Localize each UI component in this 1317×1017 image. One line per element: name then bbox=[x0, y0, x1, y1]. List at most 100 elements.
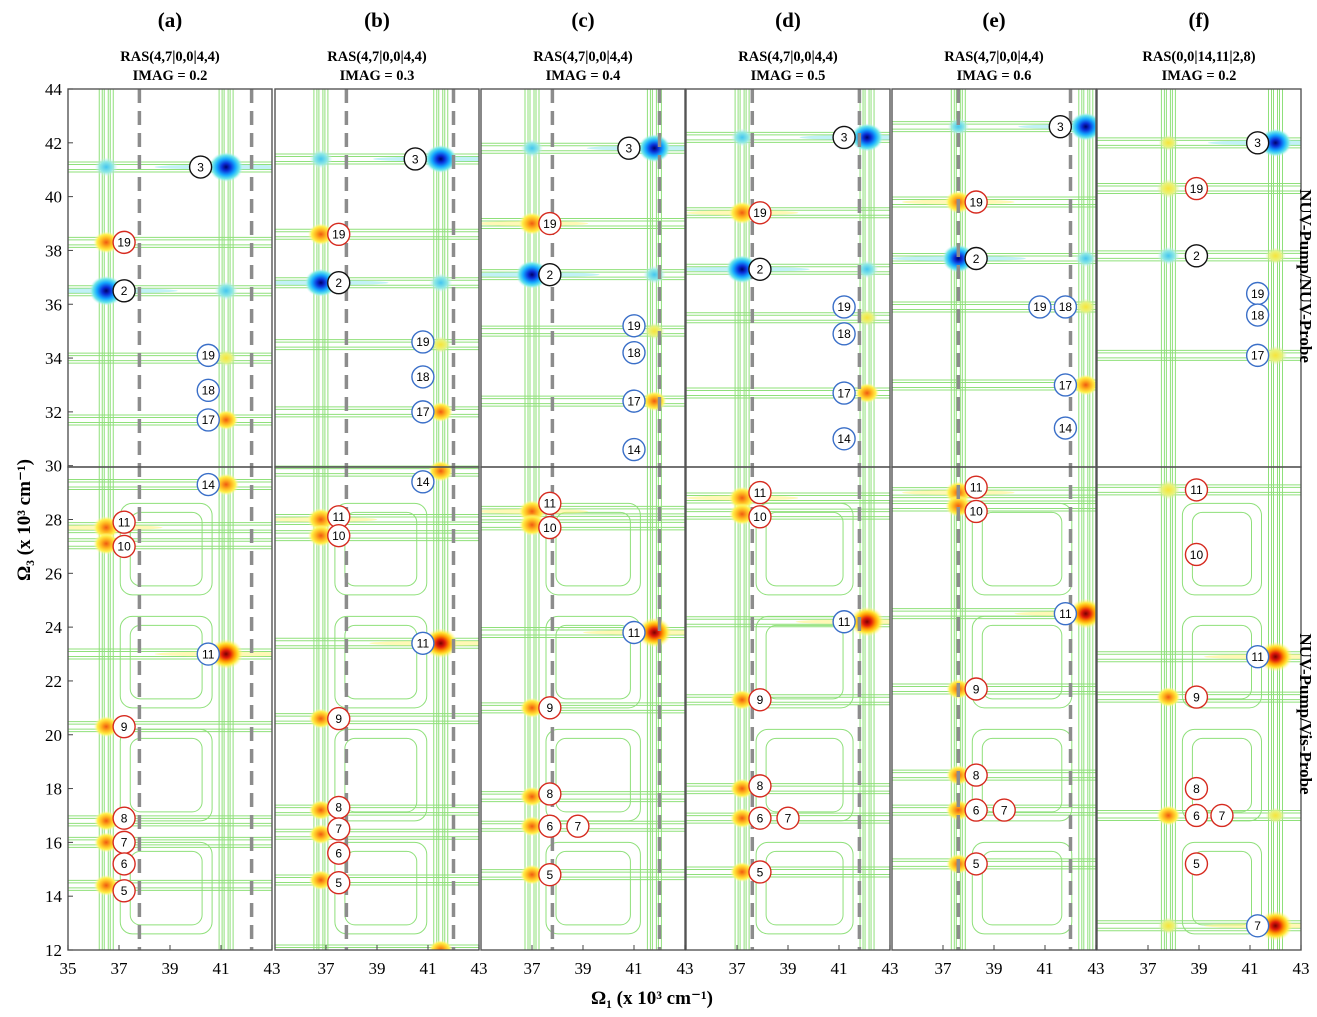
x-axis-title: Ω₁ (x 10³ cm⁻¹) bbox=[591, 988, 713, 1009]
state-marker: 18 bbox=[197, 379, 219, 401]
state-marker-label: 8 bbox=[547, 787, 554, 801]
state-marker: 2 bbox=[113, 280, 135, 302]
state-marker-label: 2 bbox=[973, 252, 980, 266]
panel-letter: (d) bbox=[775, 8, 801, 32]
panel-imag: IMAG = 0.2 bbox=[133, 68, 208, 84]
state-marker-label: 11 bbox=[1059, 607, 1072, 621]
negative-peak bbox=[209, 152, 243, 182]
state-marker: 19 bbox=[1247, 282, 1269, 304]
state-marker-label: 11 bbox=[202, 647, 215, 661]
state-marker-label: 9 bbox=[1193, 690, 1200, 704]
state-marker-label: 10 bbox=[969, 505, 983, 519]
state-marker: 2 bbox=[749, 258, 771, 280]
state-marker-label: 10 bbox=[543, 521, 557, 535]
state-marker-label: 17 bbox=[1059, 378, 1073, 392]
state-marker-label: 5 bbox=[1193, 857, 1200, 871]
state-marker-label: 19 bbox=[753, 206, 767, 220]
state-marker-label: 7 bbox=[335, 822, 342, 836]
panel-method: RAS(4,7|0,0|4,4) bbox=[533, 49, 633, 65]
state-marker-label: 11 bbox=[544, 497, 557, 511]
spectrum-panel: 32191918171411101198765 bbox=[35, 89, 298, 950]
panel-method: RAS(4,7|0,0|4,4) bbox=[944, 49, 1044, 65]
panel-grid: 3219191817141110119876532191918171411101… bbox=[35, 89, 1317, 960]
panel-imag: IMAG = 0.3 bbox=[340, 68, 415, 84]
state-marker-label: 6 bbox=[335, 846, 342, 860]
state-marker-label: 19 bbox=[332, 228, 346, 242]
row-label-bottom: NUV-Pump/Vis-Probe bbox=[1296, 633, 1315, 795]
state-marker: 11 bbox=[749, 482, 771, 504]
state-marker-label: 7 bbox=[121, 836, 128, 850]
state-marker: 14 bbox=[1054, 417, 1076, 439]
x-tick-label: 41 bbox=[1037, 959, 1054, 978]
x-tick-label: 37 bbox=[524, 959, 542, 978]
y-tick-label: 44 bbox=[45, 80, 63, 99]
state-marker-label: 19 bbox=[837, 300, 851, 314]
state-marker: 11 bbox=[965, 476, 987, 498]
state-marker-label: 9 bbox=[973, 682, 980, 696]
state-marker-label: 11 bbox=[838, 615, 851, 629]
panel-imag: IMAG = 0.5 bbox=[751, 68, 826, 84]
panel-letter: (c) bbox=[571, 8, 594, 32]
panel-letter: (a) bbox=[158, 8, 183, 32]
x-tick-label: 41 bbox=[213, 959, 230, 978]
x-tick-label: 35 bbox=[60, 959, 77, 978]
x-tick-label: 43 bbox=[471, 959, 488, 978]
state-marker: 17 bbox=[833, 382, 855, 404]
negative-peak bbox=[309, 149, 332, 168]
state-marker-label: 19 bbox=[202, 349, 216, 363]
state-marker: 11 bbox=[113, 511, 135, 533]
state-marker-label: 3 bbox=[1254, 136, 1261, 150]
state-marker: 17 bbox=[1054, 374, 1076, 396]
y-tick-label: 12 bbox=[45, 941, 62, 960]
state-marker: 3 bbox=[1247, 132, 1269, 154]
state-marker: 5 bbox=[965, 853, 987, 875]
state-marker: 7 bbox=[113, 831, 135, 853]
state-marker-label: 11 bbox=[970, 481, 983, 495]
state-marker: 7 bbox=[993, 799, 1015, 821]
panel-method: RAS(0,0|14,11|2,8) bbox=[1142, 49, 1255, 65]
state-marker-label: 5 bbox=[121, 884, 128, 898]
x-tick-label: 43 bbox=[677, 959, 694, 978]
state-marker: 3 bbox=[1049, 116, 1071, 138]
state-marker-label: 19 bbox=[1190, 182, 1204, 196]
positive-peak bbox=[644, 323, 665, 340]
x-tick-label: 43 bbox=[882, 959, 899, 978]
state-marker-label: 2 bbox=[121, 284, 128, 298]
spectrum-panel: 3192191817111011986 757 bbox=[1097, 89, 1317, 950]
state-marker: 19 bbox=[412, 331, 434, 353]
state-marker-label: 11 bbox=[118, 515, 131, 529]
negative-peak bbox=[731, 128, 753, 146]
y-tick-label: 24 bbox=[45, 618, 63, 637]
state-marker-label: 18 bbox=[416, 370, 430, 384]
x-tick-label: 39 bbox=[986, 959, 1003, 978]
x-tick-label: 37 bbox=[729, 959, 747, 978]
state-marker: 5 bbox=[328, 872, 350, 894]
state-marker: 3 bbox=[618, 137, 640, 159]
state-marker-label: 10 bbox=[1190, 548, 1204, 562]
state-marker-label: 7 bbox=[785, 811, 792, 825]
state-marker-label: 5 bbox=[757, 865, 764, 879]
state-marker-label: 19 bbox=[416, 335, 430, 349]
state-marker: 6 bbox=[749, 807, 771, 829]
state-marker-label: 11 bbox=[1251, 650, 1264, 664]
state-marker-label: 17 bbox=[627, 394, 641, 408]
state-marker-label: 9 bbox=[547, 701, 554, 715]
x-tick-label: 43 bbox=[1088, 959, 1105, 978]
x-tick-label: 43 bbox=[264, 959, 281, 978]
row-label-top: NUV-Pump/NUV-Probe bbox=[1296, 189, 1315, 363]
state-marker: 8 bbox=[1185, 778, 1207, 800]
negative-peak bbox=[521, 139, 543, 157]
state-marker: 7 bbox=[777, 807, 799, 829]
state-marker: 11 bbox=[1247, 646, 1269, 668]
state-marker: 6 bbox=[113, 853, 135, 875]
y-tick-label: 26 bbox=[45, 564, 62, 583]
y-axis-title: Ω₃ (x 10³ cm⁻¹) bbox=[14, 459, 35, 581]
state-marker: 9 bbox=[1185, 686, 1207, 708]
state-marker: 11 bbox=[197, 643, 219, 665]
state-marker-label: 18 bbox=[1251, 308, 1265, 322]
state-marker-label: 2 bbox=[1193, 249, 1200, 263]
panel-method: RAS(4,7|0,0|4,4) bbox=[327, 49, 427, 65]
x-tick-label: 43 bbox=[1293, 959, 1310, 978]
state-marker-label: 5 bbox=[973, 857, 980, 871]
positive-peak bbox=[1265, 248, 1286, 265]
